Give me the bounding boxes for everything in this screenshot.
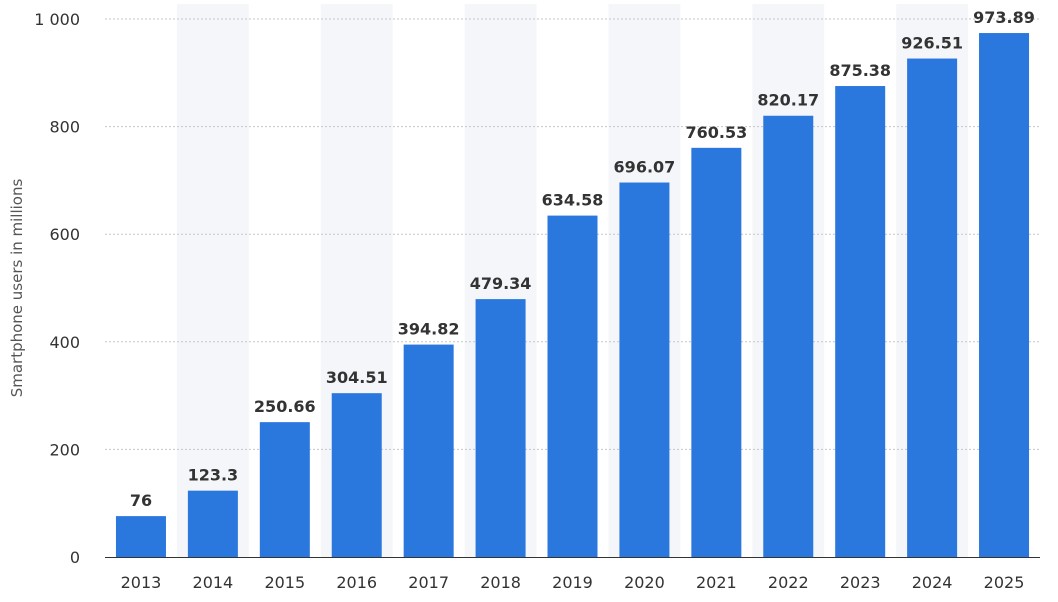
bar-2015: [259, 422, 310, 557]
x-tick-label-2023: 2023: [840, 573, 881, 592]
data-label-2013: 76: [130, 491, 152, 510]
x-tick-label-2021: 2021: [696, 573, 737, 592]
band-2014: [176, 4, 249, 557]
data-label-2015: 250.66: [254, 397, 316, 416]
bar-2019: [547, 215, 598, 558]
x-tick-label-2017: 2017: [408, 573, 449, 592]
y-tick-label: 0: [70, 548, 80, 567]
x-tick-label-2019: 2019: [552, 573, 593, 592]
bar-2022: [763, 115, 814, 558]
x-tick-label-2024: 2024: [912, 573, 953, 592]
bar-2021: [691, 147, 742, 558]
data-label-2020: 696.07: [614, 158, 676, 177]
x-tick-label-2013: 2013: [121, 573, 162, 592]
x-tick-label-2025: 2025: [984, 573, 1025, 592]
y-axis-label: Smartphone users in millions: [8, 179, 26, 398]
bar-2024: [907, 58, 958, 557]
data-label-2024: 926.51: [901, 34, 963, 53]
x-tick-label-2022: 2022: [768, 573, 809, 592]
bar-2018: [475, 299, 526, 557]
y-tick-label: 1 000: [34, 10, 80, 29]
y-tick-label: 200: [49, 440, 80, 459]
bar-2017: [403, 344, 454, 557]
x-tick-label-2016: 2016: [336, 573, 377, 592]
bars: [115, 33, 1030, 558]
x-tick-label-2018: 2018: [480, 573, 521, 592]
bar-2014: [187, 490, 238, 557]
x-tick-label-2020: 2020: [624, 573, 665, 592]
y-tick-label: 600: [49, 225, 80, 244]
bar-2025: [979, 33, 1030, 557]
data-label-2017: 394.82: [398, 320, 460, 339]
data-label-2018: 479.34: [470, 274, 532, 293]
data-label-2014: 123.3: [188, 466, 239, 485]
data-label-2019: 634.58: [542, 191, 604, 210]
x-axis-ticks: 2013 2014 2015 2016 2017 2018 2019 2020 2021 2022…: [121, 573, 1025, 592]
data-label-2025: 973.89: [973, 8, 1035, 27]
y-tick-label: 400: [49, 333, 80, 352]
data-label-2022: 820.17: [757, 91, 819, 110]
bar-2016: [331, 393, 382, 557]
y-axis-ticks: 0 200 400 600 800 1 000: [34, 10, 80, 567]
bar-2023: [835, 86, 886, 557]
y-tick-label: 800: [49, 118, 80, 137]
x-tick-label-2014: 2014: [193, 573, 234, 592]
data-label-2016: 304.51: [326, 368, 388, 387]
bar-2013: [115, 516, 166, 557]
data-label-2023: 875.38: [829, 61, 891, 80]
data-label-2021: 760.53: [685, 123, 747, 142]
x-tick-label-2015: 2015: [264, 573, 305, 592]
data-labels: 76 123.3 250.66 304.51 394.82 479.34 634.58 696…: [130, 8, 1035, 510]
bar-2020: [619, 182, 670, 557]
